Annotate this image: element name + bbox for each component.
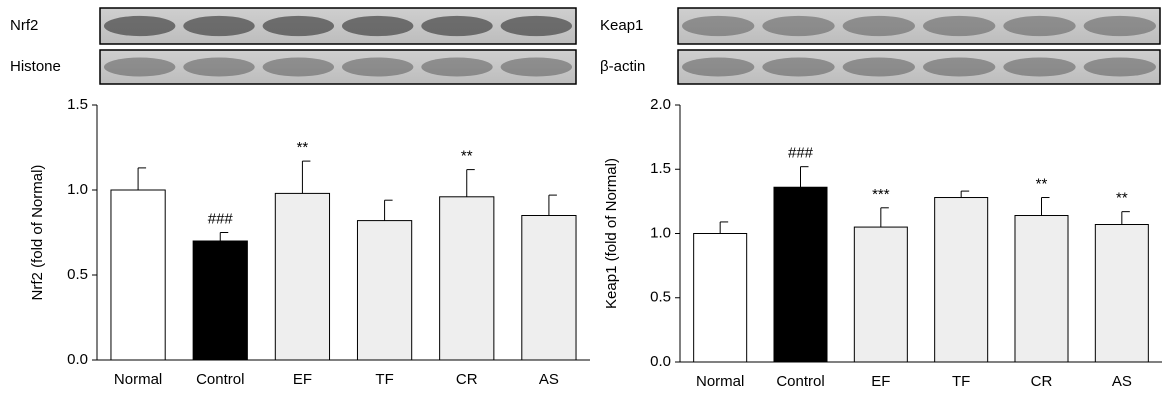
blot-band <box>762 15 835 37</box>
blot-band <box>1083 15 1156 37</box>
blot-frame <box>677 49 1161 85</box>
blot-frame <box>677 7 1161 45</box>
bar <box>1094 224 1149 363</box>
y-tick-label: 0.0 <box>67 351 88 368</box>
x-tick-label: Control <box>196 371 244 388</box>
blot-band <box>262 15 335 37</box>
significance-label: ** <box>1036 175 1048 192</box>
bar <box>439 196 495 361</box>
blot-band <box>842 15 915 37</box>
y-axis-label: Nrf2 (fold of Normal) <box>29 165 46 301</box>
y-tick-label: 1.5 <box>650 160 671 177</box>
bar <box>356 220 413 361</box>
x-tick-label: AS <box>539 371 559 388</box>
blot-band <box>923 57 996 77</box>
significance-label: ### <box>208 210 234 227</box>
x-tick-label: Control <box>776 373 824 390</box>
significance-label: ** <box>297 139 309 156</box>
x-tick-label: EF <box>871 373 890 390</box>
blot-band <box>183 57 255 77</box>
blot-label: Keap1 <box>600 17 643 34</box>
blot-band <box>341 57 414 77</box>
bar <box>110 189 166 361</box>
blot-frame <box>99 49 577 85</box>
bar <box>192 240 248 361</box>
bar <box>693 233 748 363</box>
x-tick-label: AS <box>1112 373 1132 390</box>
x-tick-label: Normal <box>696 373 744 390</box>
x-tick-label: TF <box>952 373 970 390</box>
blot-band <box>1003 57 1076 77</box>
significance-label: *** <box>872 186 890 203</box>
blot-band <box>500 15 573 37</box>
y-tick-label: 0.5 <box>650 289 671 306</box>
y-tick-label: 1.0 <box>67 181 88 198</box>
blot-band <box>103 15 176 37</box>
bar <box>521 215 577 361</box>
blot-label: Histone <box>10 58 61 75</box>
x-tick-label: Normal <box>114 371 162 388</box>
blot-band <box>500 57 573 77</box>
y-tick-label: 1.0 <box>650 224 671 241</box>
blot-band <box>421 15 493 37</box>
significance-label: ** <box>461 148 473 165</box>
blot-band <box>1083 57 1156 77</box>
bar <box>773 186 828 363</box>
blot-band <box>421 57 493 77</box>
significance-label: ** <box>1116 190 1128 207</box>
bar <box>853 226 908 363</box>
blot-band <box>923 15 996 37</box>
blot-label: Nrf2 <box>10 17 38 34</box>
x-tick-label: EF <box>293 371 312 388</box>
blot-band <box>262 57 335 77</box>
bar <box>934 197 989 363</box>
x-tick-label: CR <box>1031 373 1053 390</box>
blot-band <box>183 15 255 37</box>
y-tick-label: 1.5 <box>67 96 88 113</box>
significance-label: ### <box>788 145 814 162</box>
blot-band <box>842 57 915 77</box>
blot-band <box>103 57 176 77</box>
blot-band <box>341 15 414 37</box>
bar <box>274 192 331 361</box>
y-tick-label: 2.0 <box>650 96 671 113</box>
y-tick-label: 0.5 <box>67 266 88 283</box>
y-tick-label: 0.0 <box>650 353 671 370</box>
blot-label: β-actin <box>600 58 645 75</box>
y-axis-label: Keap1 (fold of Normal) <box>603 158 620 309</box>
blot-band <box>682 57 755 77</box>
blot-band <box>1003 15 1076 37</box>
blot-frame <box>99 7 577 45</box>
x-tick-label: TF <box>375 371 393 388</box>
x-tick-label: CR <box>456 371 478 388</box>
bar <box>1014 215 1069 363</box>
blot-band <box>682 15 755 37</box>
blot-band <box>762 57 835 77</box>
